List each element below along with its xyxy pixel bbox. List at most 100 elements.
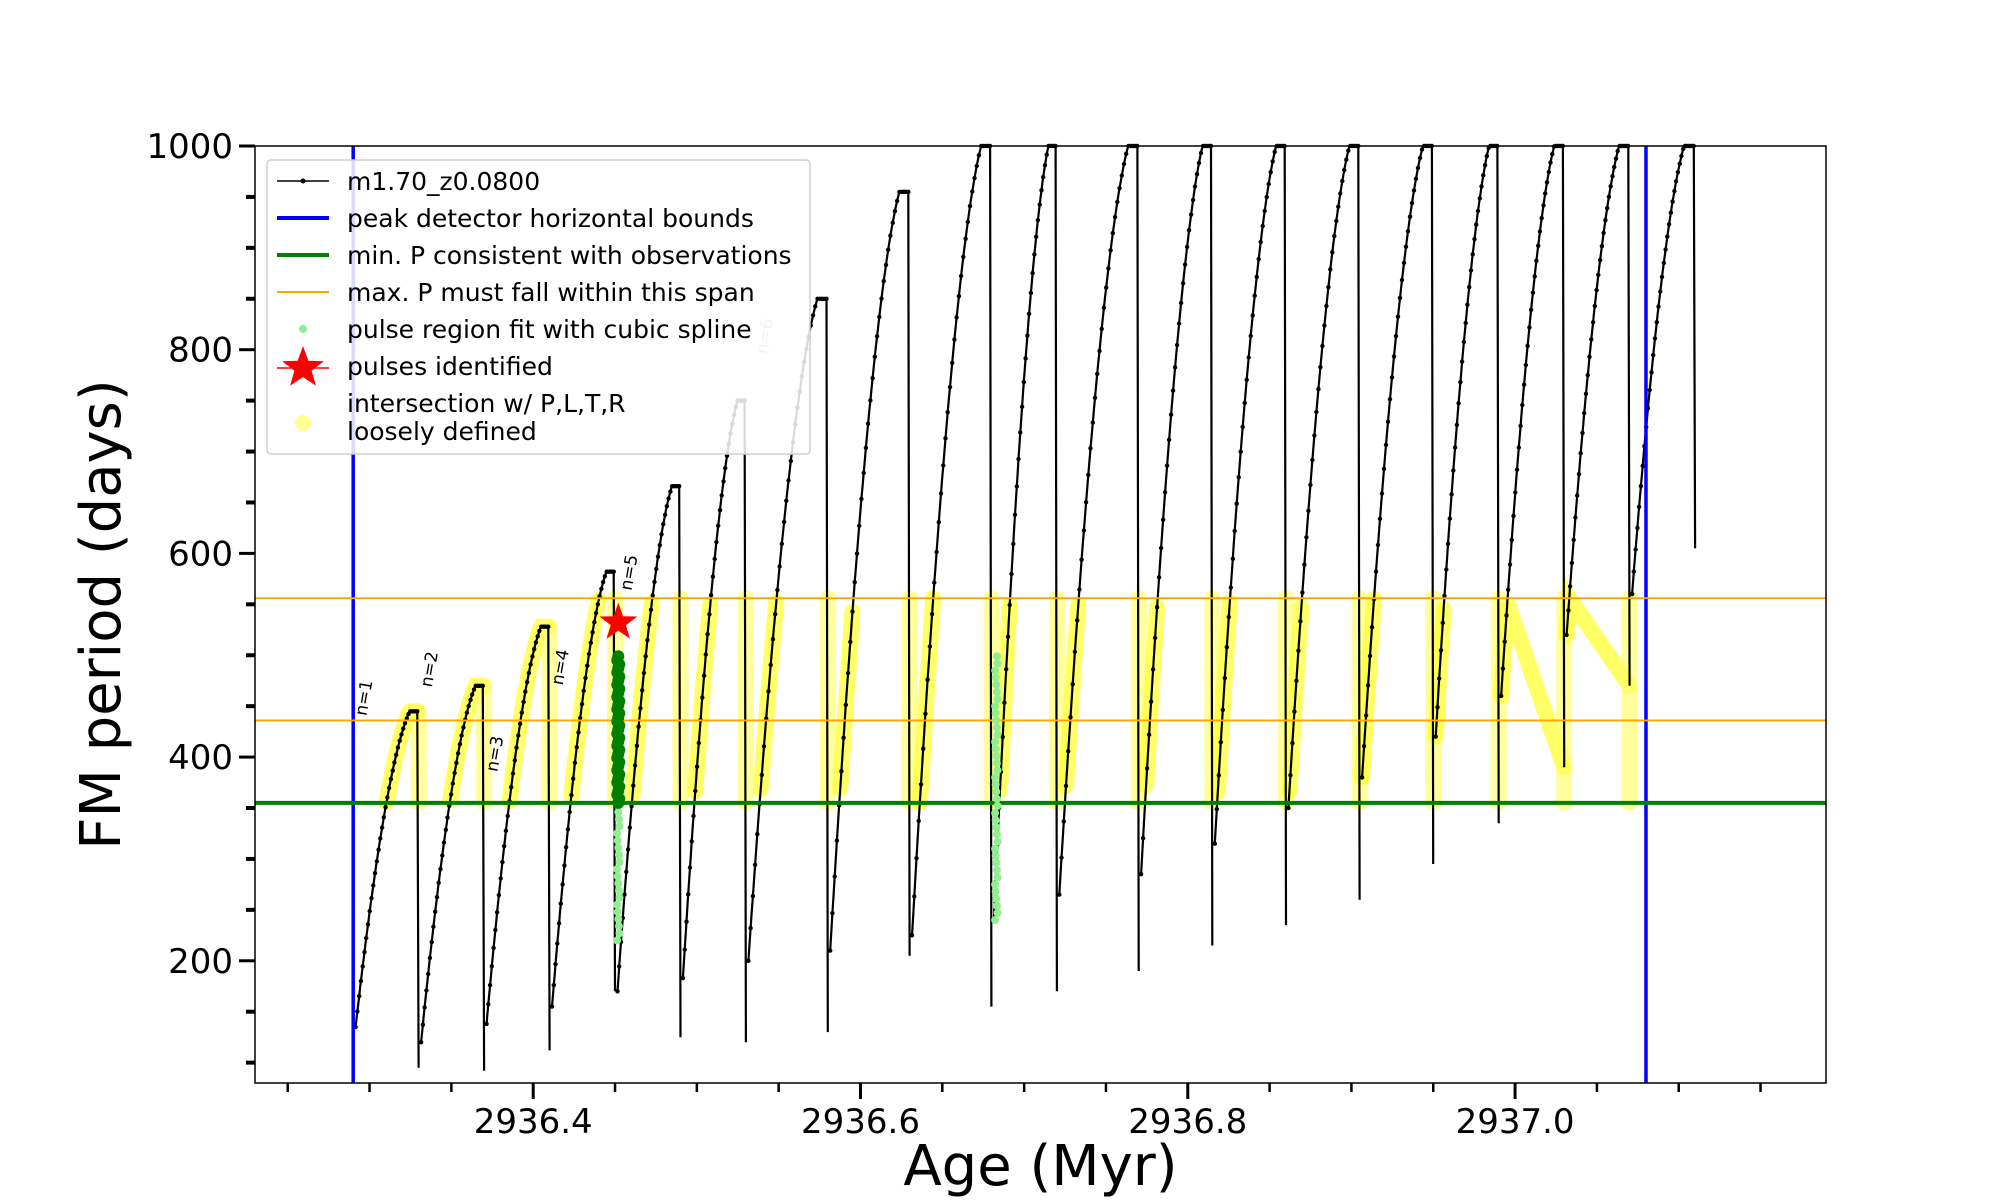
pulse-point <box>510 771 516 776</box>
pulse-point <box>1433 734 1438 739</box>
spline-point <box>993 837 1002 846</box>
pulse-point <box>602 574 608 579</box>
pulse-point <box>857 523 862 528</box>
pulse-point <box>634 743 640 748</box>
pulse-point <box>567 809 572 815</box>
pulse-point <box>1037 202 1042 207</box>
spline-point <box>993 730 1002 739</box>
pulse-point <box>494 910 500 915</box>
pulse-point <box>1002 700 1007 705</box>
pulse-point <box>1534 258 1539 263</box>
pulse-point <box>1673 179 1679 184</box>
pulse-point <box>1589 337 1594 342</box>
pulse-point <box>374 859 379 864</box>
pulse-point <box>461 725 466 730</box>
pulse-point <box>641 670 647 676</box>
pulse-point <box>1059 855 1064 860</box>
pulse-point <box>1651 352 1656 358</box>
pulse-point <box>555 941 560 946</box>
pulse-point <box>1363 713 1369 718</box>
pulse-point <box>1656 304 1661 309</box>
pulse-point <box>454 760 459 766</box>
pulse-point <box>1298 619 1303 624</box>
pulse-point <box>1070 682 1075 687</box>
pulse-point <box>1532 274 1537 279</box>
pulse-point <box>565 827 571 832</box>
pulse-point <box>376 847 381 852</box>
pulse-point <box>1081 528 1087 533</box>
pulse-point <box>1407 214 1413 219</box>
pulse-point <box>1521 382 1527 387</box>
pulse-point <box>1095 371 1100 377</box>
pulse-point <box>1220 707 1226 712</box>
pulse-point <box>1068 715 1073 720</box>
pulse-point <box>894 198 900 204</box>
spline-point <box>615 857 624 866</box>
spline-point <box>991 673 1000 682</box>
pulse-point <box>1578 451 1583 456</box>
pulse-point <box>652 579 657 585</box>
pulse-point <box>1230 556 1236 561</box>
pulse-point <box>1444 567 1449 572</box>
pulse-point <box>868 398 873 403</box>
pulse-curve-15 <box>1361 144 1435 865</box>
pulse-point <box>1254 274 1259 280</box>
pulse-point <box>1342 167 1347 173</box>
pulse-point <box>1475 208 1481 214</box>
pulse-point <box>1148 699 1154 704</box>
pulse-point <box>524 679 530 685</box>
spline-point <box>614 915 623 924</box>
pulse-point <box>549 1004 555 1009</box>
pulse-point <box>689 839 694 844</box>
pulse-point <box>1308 482 1313 488</box>
pulse-point <box>1000 734 1005 740</box>
spline-point <box>991 666 1000 675</box>
pulse-point <box>1649 370 1654 375</box>
pulse-point <box>1232 528 1237 534</box>
pulse-point <box>712 556 717 562</box>
pulse-point <box>1405 229 1411 234</box>
spline-point <box>993 695 1002 704</box>
pulse-point <box>1222 675 1228 681</box>
pulse-point <box>1468 268 1474 273</box>
pulse-point <box>1675 170 1681 175</box>
pulse-point <box>1042 163 1048 168</box>
legend-label: m1.70_z0.0800 <box>347 167 540 196</box>
pulse-point <box>466 703 471 709</box>
legend-box <box>266 159 811 455</box>
pulse-point <box>1119 173 1125 178</box>
pulse-point <box>1525 343 1530 349</box>
pulse-point <box>1377 516 1383 522</box>
pulse-point <box>1005 634 1011 639</box>
pulse-point <box>1146 732 1152 737</box>
axis-ticks: 2936.4 2936.6 2936.8 2937.0 200 400 600 800 1000 <box>146 127 1762 1142</box>
pulse-point <box>1659 274 1665 280</box>
pulse-point <box>1176 321 1182 326</box>
legend-label: max. P must fall within this span <box>347 278 755 307</box>
pulse-point <box>1661 260 1667 266</box>
pulse-point <box>1383 442 1389 448</box>
pulse-point <box>556 921 562 926</box>
pulse-point <box>1419 147 1425 152</box>
spline-point <box>993 873 1002 882</box>
pulse-point <box>455 751 461 756</box>
pulse-point <box>1459 359 1465 364</box>
pulse-point <box>383 804 388 810</box>
pulse-point <box>1465 302 1470 307</box>
pulse-point <box>1035 217 1041 223</box>
pulse-point <box>1140 836 1146 841</box>
spline-point <box>614 850 623 859</box>
pulse-point <box>976 153 982 158</box>
pulse-point <box>941 463 946 468</box>
pulse-point <box>1246 355 1251 360</box>
pulse-point <box>755 831 760 837</box>
pulse-point <box>512 758 517 763</box>
pulse-point <box>813 304 818 309</box>
pulse-point <box>1252 293 1257 298</box>
x-axis-label: Age (Myr) <box>903 1134 1177 1199</box>
y-tick-label: 800 <box>168 331 233 371</box>
pulse-point <box>1451 468 1456 473</box>
pulse-point <box>1090 420 1096 425</box>
pulse-point <box>514 745 519 750</box>
